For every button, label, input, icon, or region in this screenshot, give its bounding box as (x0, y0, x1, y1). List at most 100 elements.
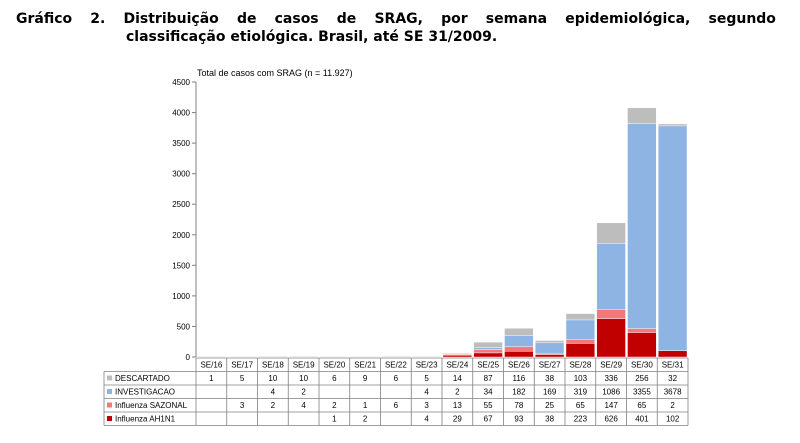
caption-word: Distribuição (123, 11, 219, 27)
table-value: 336 (604, 374, 618, 383)
legend-label: Influenza AH1N1 (115, 415, 176, 424)
table-value: 116 (512, 374, 525, 383)
y-tick-label: 4500 (172, 78, 190, 87)
y-tick-label: 500 (177, 322, 191, 331)
bar-segment-influenza-ah1n1 (565, 343, 595, 358)
table-value: 2 (363, 415, 368, 424)
caption-word: de (336, 11, 357, 27)
bar-segment-investigacao (627, 123, 657, 329)
table-value: 5 (240, 374, 245, 383)
table-value: 29 (453, 415, 462, 424)
bar-segment-descartado (412, 355, 442, 357)
bar-segment-descartado (442, 353, 472, 355)
table-value: 6 (332, 374, 337, 383)
x-category-label: SE/20 (323, 361, 345, 370)
table-value: 2 (455, 388, 460, 397)
table-value: 4 (424, 388, 429, 397)
caption-word: semana (485, 11, 548, 27)
table-value: 223 (574, 415, 588, 424)
table-value: 5 (424, 374, 429, 383)
bar-segment-descartado (596, 222, 626, 244)
table-value: 2 (301, 388, 306, 397)
bar-segment-descartado (289, 355, 319, 357)
x-category-label: SE/21 (354, 361, 376, 370)
table-value: 10 (268, 374, 277, 383)
bar-segment-descartado (535, 340, 565, 344)
table-value: 147 (604, 401, 618, 410)
table-value: 4 (271, 388, 276, 397)
table-value: 182 (512, 388, 526, 397)
y-tick-label: 4000 (172, 109, 190, 118)
bar-segment-descartado (258, 355, 288, 357)
table-value: 13 (453, 401, 462, 410)
y-tick-label: 2500 (172, 200, 190, 209)
bar-segment-descartado (473, 341, 503, 348)
caption-word: de (236, 11, 257, 27)
y-tick-label: 1000 (172, 292, 190, 301)
y-tick-label: 1500 (172, 261, 190, 270)
x-category-label: SE/30 (631, 361, 653, 370)
figure-caption: Gráfico 2. Distribuição de casos de SRAG, por se… (16, 10, 776, 46)
table-value: 3678 (664, 388, 682, 397)
table-value: 2 (332, 401, 337, 410)
table-value: 102 (666, 415, 680, 424)
caption-line-1: Gráfico 2. Distribuição de casos de SRAG, por se… (16, 10, 776, 28)
bar-segment-investigacao (504, 335, 534, 347)
bar-segment-investigacao (473, 347, 503, 350)
table-value: 14 (453, 374, 462, 383)
table-value: 6 (394, 401, 399, 410)
caption-word: segundo (708, 11, 776, 27)
bar-segment-investigacao (658, 125, 688, 351)
table-value: 169 (543, 388, 557, 397)
x-category-label: SE/26 (508, 361, 530, 370)
y-tick-label: 3000 (172, 170, 190, 179)
table-value: 3355 (633, 388, 651, 397)
table-value: 3 (424, 401, 429, 410)
bar-segment-influenza-sazonal (596, 309, 626, 319)
table-value: 103 (574, 374, 588, 383)
bar-segment-investigacao (535, 342, 565, 354)
x-category-label: SE/19 (293, 361, 315, 370)
table-value: 401 (635, 415, 649, 424)
x-category-label: SE/22 (385, 361, 407, 370)
bar-segment-influenza-ah1n1 (504, 351, 534, 358)
bar-segment-influenza-ah1n1 (535, 354, 565, 358)
bar-segment-influenza-ah1n1 (627, 332, 657, 358)
legend-swatch (107, 416, 112, 421)
table-value: 65 (637, 401, 646, 410)
x-category-label: SE/31 (662, 361, 684, 370)
caption-word: SRAG, (374, 11, 423, 27)
bar-segment-descartado (627, 107, 657, 124)
legend-label: DESCARTADO (115, 374, 170, 383)
bar-segment-descartado (350, 356, 380, 358)
legend-label: INVESTIGACAO (115, 388, 175, 397)
table-value: 32 (668, 374, 677, 383)
table-value: 55 (484, 401, 493, 410)
caption-word: epidemiológica, (565, 11, 691, 27)
bar-segment-influenza-sazonal (473, 349, 503, 354)
chart-title: Total de casos com SRAG (n = 11.927) (197, 68, 353, 78)
bar-segment-influenza-sazonal (627, 328, 657, 333)
bar-segment-descartado (319, 356, 349, 358)
table-value: 67 (484, 415, 493, 424)
legend-label: Influenza SAZONAL (115, 401, 188, 410)
x-category-label: SE/27 (539, 361, 561, 370)
bar-segment-descartado (381, 355, 411, 357)
table-value: 1086 (602, 388, 620, 397)
table-value: 6 (394, 374, 399, 383)
x-category-label: SE/16 (200, 361, 222, 370)
x-category-label: SE/29 (600, 361, 622, 370)
x-category-label: SE/28 (569, 361, 591, 370)
y-tick-label: 0 (186, 353, 191, 362)
table-value: 38 (545, 374, 554, 383)
y-tick-label: 3500 (172, 139, 190, 148)
table-value: 1 (209, 374, 214, 383)
table-value: 25 (545, 401, 554, 410)
table-value: 3 (240, 401, 245, 410)
legend-swatch (107, 402, 112, 408)
x-category-label: SE/17 (231, 361, 253, 370)
bar-segment-influenza-sazonal (504, 346, 534, 352)
x-category-label: SE/24 (446, 361, 468, 370)
bar-segment-descartado (565, 313, 595, 321)
